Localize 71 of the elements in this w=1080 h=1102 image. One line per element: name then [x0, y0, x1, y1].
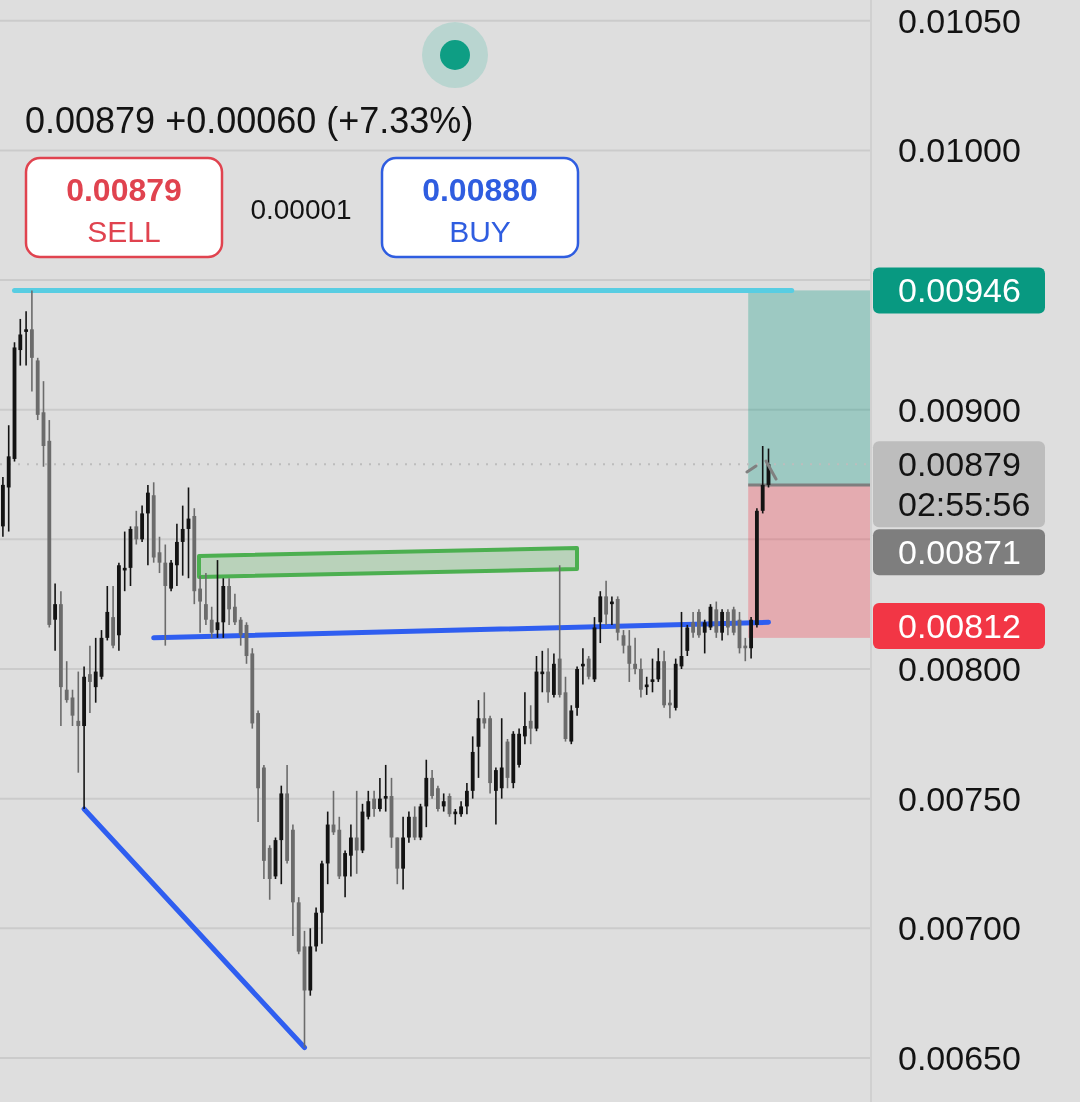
candlestick [383, 764, 388, 813]
candlestick [64, 660, 69, 704]
candlestick [522, 691, 527, 745]
candlestick [348, 823, 353, 878]
candlestick [696, 608, 701, 639]
candlestick [546, 647, 551, 704]
candlestick [198, 574, 203, 634]
candlestick [203, 572, 208, 626]
candlestick [163, 543, 168, 647]
candlestick [633, 637, 638, 675]
y-tick-label: 0.00750 [898, 779, 1021, 818]
y-tick-label: 0.01000 [898, 131, 1021, 170]
candlestick [627, 629, 632, 683]
candlestick [731, 605, 736, 637]
candlestick [482, 691, 487, 730]
candlestick [227, 577, 232, 626]
y-tick-label: 0.00800 [898, 649, 1021, 688]
y-tick-label: 0.01050 [898, 1, 1021, 40]
candlestick [134, 510, 139, 546]
ref-line-label: 0.00879 02:55:56 [898, 445, 1031, 524]
candlestick [464, 782, 469, 815]
candlestick [76, 670, 81, 774]
candlestick [93, 637, 98, 704]
candlestick [714, 600, 719, 639]
annotation: 0.00879 +0.00060 (+7.33%) [25, 99, 474, 141]
candlestick [725, 608, 730, 637]
annotation: 0.00001 [250, 193, 352, 225]
buy-button: 0.00880 BUY [380, 156, 580, 259]
candlestick [87, 644, 92, 714]
candlestick [499, 717, 504, 800]
candlestick [430, 769, 435, 800]
candlestick [53, 582, 58, 652]
candlestick [174, 522, 179, 587]
candlestick [586, 655, 591, 681]
candlestick [24, 310, 29, 367]
candlestick [656, 647, 661, 683]
candlestick [702, 618, 707, 655]
candlestick [493, 766, 498, 826]
candlestick [435, 784, 440, 813]
candlestick [372, 790, 377, 818]
annotation: SELL [87, 214, 161, 248]
candlestick [604, 580, 609, 626]
candlestick [366, 790, 371, 821]
candlestick [638, 657, 643, 699]
band-label: 0.00946 [898, 271, 1021, 310]
ref-line-label: 0.00871 [898, 533, 1021, 572]
candlestick [18, 318, 23, 367]
candlestick [406, 810, 411, 844]
annotation: 0.00880 [422, 172, 538, 209]
candlestick [412, 805, 417, 841]
candlestick [441, 792, 446, 813]
candlestick [720, 608, 725, 642]
candlestick [180, 504, 185, 577]
candlestick [354, 790, 359, 875]
candlestick [685, 624, 690, 657]
candlestick [232, 592, 237, 626]
candlestick [238, 616, 243, 647]
candlestick [145, 484, 150, 567]
candlestick [377, 777, 382, 813]
y-tick-label: 0.00900 [898, 390, 1021, 429]
sell-button: 0.00879 SELL [24, 156, 224, 259]
y-tick-label: 0.00650 [898, 1038, 1021, 1077]
candlestick [209, 605, 214, 639]
annotation: 0.00879 [66, 172, 182, 209]
candlestick [343, 849, 348, 898]
candlestick [528, 704, 533, 745]
candlestick [691, 611, 696, 639]
annotation: BUY [449, 214, 511, 248]
band-label: 0.00812 [898, 606, 1021, 645]
candlestick [650, 657, 655, 694]
y-tick-label: 0.00700 [898, 909, 1021, 948]
